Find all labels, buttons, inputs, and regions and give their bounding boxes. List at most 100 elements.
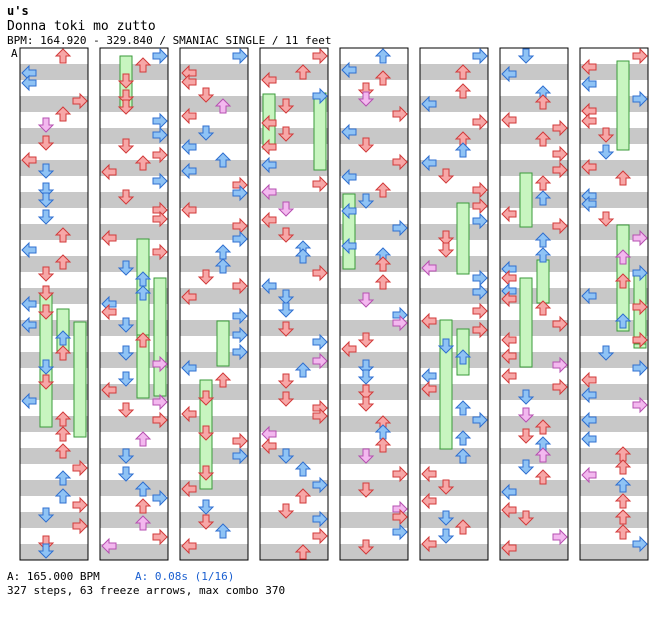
column-border [579, 47, 649, 561]
step-arrow [357, 369, 375, 385]
step-arrow [232, 47, 248, 65]
step-arrow [421, 154, 437, 172]
step-arrow [134, 498, 152, 514]
step-arrow [181, 138, 197, 156]
beat-stripe [260, 64, 328, 80]
step-arrow [21, 392, 37, 410]
step-arrow [312, 352, 328, 370]
beat-stripe [100, 448, 168, 464]
beat-stripe [20, 288, 88, 304]
beat-stripe [340, 224, 408, 240]
step-arrow [357, 448, 375, 464]
beat-stripe [500, 224, 568, 240]
step-arrow [581, 75, 597, 93]
step-arrow [181, 162, 197, 180]
step-arrow [421, 312, 437, 330]
step-arrow [501, 111, 517, 129]
chart-column [99, 47, 169, 561]
step-arrow [312, 407, 328, 425]
beat-stripe [180, 416, 248, 432]
chart-column [499, 47, 569, 561]
step-arrow [197, 269, 215, 285]
step-arrow [54, 345, 72, 361]
beat-stripe [20, 192, 88, 208]
beat-stripe [180, 256, 248, 272]
beat-stripe [420, 192, 488, 208]
step-arrow [214, 152, 232, 168]
step-arrow [181, 405, 197, 423]
beat-stripe [420, 448, 488, 464]
step-arrow [374, 70, 392, 86]
step-arrow [581, 158, 597, 176]
offset-label: A: 0.08s (1/16) [135, 570, 235, 583]
chart-column [179, 47, 249, 561]
step-arrow [101, 229, 117, 247]
step-arrow [341, 123, 357, 141]
step-arrow [54, 330, 72, 346]
beat-stripe [260, 544, 328, 560]
step-arrow [392, 508, 408, 526]
step-arrow [454, 64, 472, 80]
step-arrow [117, 260, 135, 276]
step-arrow [261, 138, 277, 156]
step-arrow [581, 371, 597, 389]
step-arrow [181, 201, 197, 219]
step-arrow [134, 332, 152, 348]
beat-stripe [580, 352, 648, 368]
freeze-arrow [313, 92, 327, 171]
beat-stripe [180, 128, 248, 144]
step-arrow [294, 488, 312, 504]
step-arrow [392, 219, 408, 237]
step-arrow [294, 248, 312, 264]
step-arrow [501, 347, 517, 365]
step-arrow [597, 127, 615, 143]
step-arrow [214, 523, 232, 539]
step-arrow [552, 145, 568, 163]
chart-column [19, 47, 89, 561]
beat-stripe [260, 384, 328, 400]
step-arrow [517, 510, 535, 526]
beat-stripe [500, 480, 568, 496]
step-arrow [117, 448, 135, 464]
column-border [339, 47, 409, 561]
step-arrow [277, 373, 295, 389]
freeze-arrow [519, 172, 533, 228]
step-arrow [37, 285, 55, 301]
freeze-arrow [519, 277, 533, 368]
beat-stripe [100, 160, 168, 176]
beat-stripe [580, 448, 648, 464]
step-arrow [152, 210, 168, 228]
beat-stripe [580, 512, 648, 528]
beat-stripe [500, 192, 568, 208]
step-arrow [614, 524, 632, 540]
beat-stripe [100, 256, 168, 272]
beat-stripe [260, 128, 328, 144]
step-arrow [134, 431, 152, 447]
step-arrow [312, 175, 328, 193]
step-arrow [632, 396, 648, 414]
beat-stripe [420, 256, 488, 272]
beat-stripe [260, 96, 328, 112]
step-arrow [134, 515, 152, 531]
song-title: Donna toki mo zutto [7, 19, 156, 34]
step-arrow [357, 396, 375, 412]
beat-stripe [500, 288, 568, 304]
beat-stripe [340, 128, 408, 144]
step-arrow [101, 303, 117, 321]
beat-stripe [180, 448, 248, 464]
chart-info: BPM: 164.920 - 329.840 / SMANIAC SINGLE … [7, 34, 332, 47]
step-arrow [501, 483, 517, 501]
step-arrow [312, 510, 328, 528]
beat-stripe [500, 352, 568, 368]
step-arrow [517, 389, 535, 405]
step-arrow [472, 212, 488, 230]
step-arrow [37, 507, 55, 523]
step-arrow [261, 211, 277, 229]
step-arrow [392, 465, 408, 483]
step-arrow [632, 47, 648, 65]
step-arrow [454, 430, 472, 446]
step-arrow [357, 137, 375, 153]
step-arrow [54, 106, 72, 122]
beat-stripe [580, 384, 648, 400]
step-arrow [72, 517, 88, 535]
